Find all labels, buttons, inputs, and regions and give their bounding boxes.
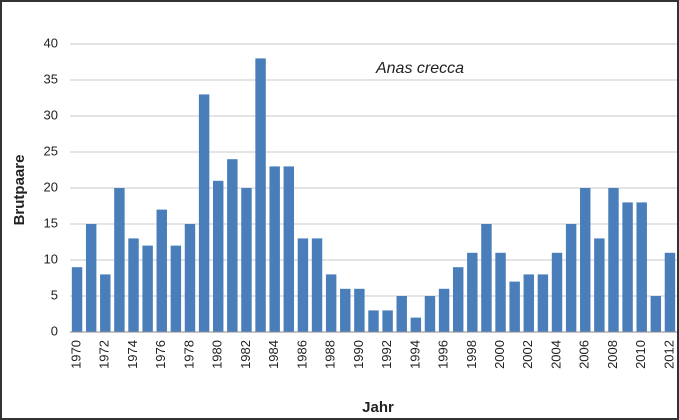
bar: [71, 267, 83, 332]
annotation: Anas crecca: [375, 60, 464, 77]
x-tick-label: 1988: [323, 340, 338, 369]
x-tick-label: 1976: [153, 340, 168, 369]
x-tick-label: 1990: [351, 340, 366, 369]
bar: [198, 94, 210, 333]
y-tick-label: 10: [44, 251, 58, 266]
bar: [481, 224, 492, 332]
bar: [128, 238, 139, 332]
x-tick-label: 1984: [266, 340, 281, 369]
x-tick-label: 1986: [294, 340, 309, 369]
bar: [283, 166, 295, 332]
bar: [650, 296, 662, 332]
bar: [340, 288, 351, 332]
bar: [382, 310, 393, 332]
y-tick-label: 25: [44, 143, 58, 158]
x-tick-label: 1972: [97, 340, 112, 369]
bar: [269, 166, 280, 332]
x-tick-label: 1994: [407, 340, 422, 369]
y-tick-label: 30: [44, 107, 58, 122]
bar: [495, 252, 506, 332]
bar: [452, 267, 464, 332]
x-tick-label: 1996: [436, 340, 451, 369]
bar: [170, 245, 182, 332]
bar: [142, 245, 153, 332]
bar: [212, 180, 224, 332]
y-tick-label: 5: [51, 287, 58, 302]
bar: [509, 281, 520, 332]
x-tick-label: 2006: [577, 340, 592, 369]
bar: [184, 224, 196, 332]
bar: [100, 274, 111, 332]
x-tick-label: 1992: [379, 340, 394, 369]
bar: [424, 296, 436, 332]
bar: [636, 202, 647, 332]
bar: [551, 252, 563, 332]
bar: [255, 58, 266, 333]
bar: [241, 188, 252, 332]
y-tick-label: 40: [44, 35, 58, 50]
bar: [580, 188, 591, 332]
y-tick-label: 15: [44, 215, 58, 230]
x-tick-label: 2012: [661, 340, 676, 369]
bar: [664, 252, 676, 332]
bar: [354, 288, 365, 332]
y-tick-label: 20: [44, 179, 58, 194]
x-tick-label: 1978: [181, 340, 196, 369]
bar: [297, 238, 309, 332]
bar: [227, 159, 238, 332]
bar: [156, 209, 167, 332]
bar: [410, 317, 422, 332]
bar: [608, 188, 619, 332]
x-tick-label: 2010: [633, 340, 648, 369]
x-tick-label: 1980: [210, 340, 225, 369]
bar: [114, 188, 125, 332]
x-tick-label: 2008: [605, 340, 620, 369]
y-tick-label: 35: [44, 71, 58, 86]
x-tick-label: 2004: [548, 340, 563, 369]
bar: [85, 224, 97, 332]
x-tick-label: 1970: [68, 340, 83, 369]
x-tick-label: 1982: [238, 340, 253, 369]
bar: [622, 202, 633, 332]
bar: [438, 288, 450, 332]
x-axis-title: Jahr: [362, 399, 394, 416]
bar: [325, 274, 337, 332]
bar: [467, 252, 478, 332]
bar: [396, 296, 407, 332]
x-tick-label: 1974: [125, 340, 140, 369]
bar: [311, 238, 323, 332]
bar: [368, 310, 379, 332]
x-tick-label: 2002: [520, 340, 535, 369]
x-tick-label: 1998: [464, 340, 479, 369]
y-tick-label: 0: [51, 323, 58, 338]
bar: [594, 238, 605, 332]
x-tick-label: 2000: [492, 340, 507, 369]
bar: [523, 274, 535, 332]
bar: [565, 224, 577, 332]
bar: [537, 274, 549, 332]
y-axis-title: Brutpaare: [11, 155, 28, 226]
